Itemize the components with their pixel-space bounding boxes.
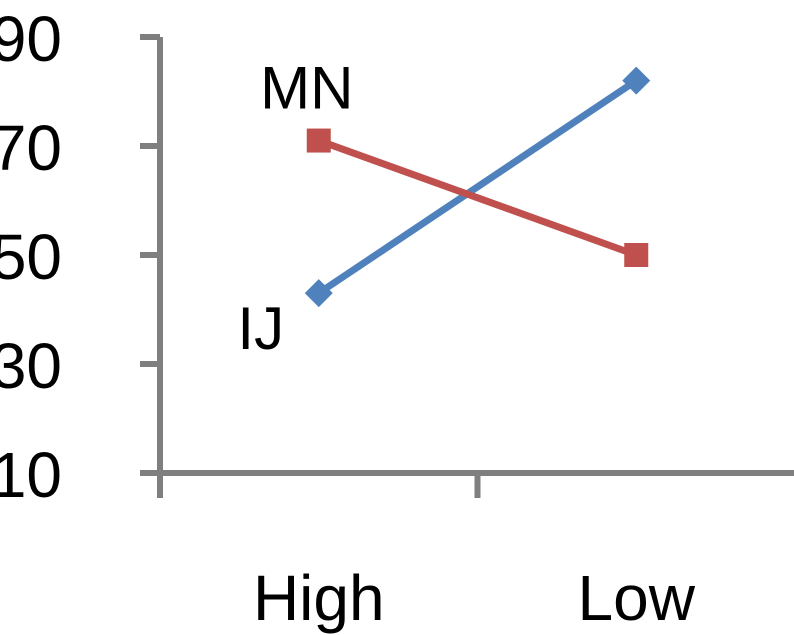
y-tick-label: 90 <box>0 3 62 75</box>
series-layer <box>304 66 651 308</box>
labels-layer: 10 30 50 70 90 High Low IJ MN <box>0 3 696 634</box>
y-tick-label: 50 <box>0 221 62 293</box>
data-point-square <box>624 243 649 267</box>
data-point-square <box>306 128 331 153</box>
axes <box>140 34 794 498</box>
y-tick-label: 30 <box>0 330 62 402</box>
series-line-mn <box>317 137 638 259</box>
data-point-diamond <box>622 66 651 95</box>
y-tick-label: 70 <box>0 112 62 184</box>
y-tick-label: 10 <box>0 439 62 511</box>
series-line-ij <box>316 77 639 297</box>
data-point-diamond <box>304 279 333 308</box>
x-category-label: High <box>253 562 385 634</box>
x-category-label: Low <box>578 562 696 634</box>
series-label-mn: MN <box>260 55 353 122</box>
series-label-ij: IJ <box>237 295 284 362</box>
